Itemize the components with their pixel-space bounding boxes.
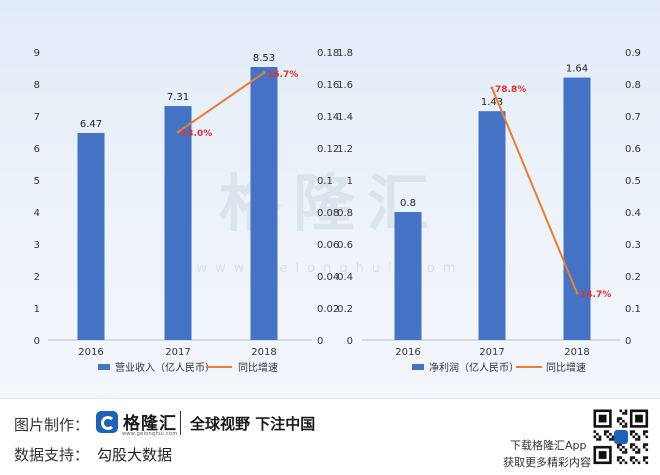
y2-tick-label: 0.04 (317, 272, 339, 283)
bar-value-label: 1.43 (481, 97, 503, 108)
y-tick-label: 0.8 (337, 208, 353, 219)
bar-value-label: 1.64 (566, 64, 588, 75)
y2-tick-label: 0.8 (625, 80, 641, 91)
bar (563, 77, 591, 340)
chart-panel-2: 0 0.2 0.4 0.6 0.8 1 1.2 1.4 1.6 1.8 0 0.1 0.2 0.3 0.4 0… (337, 48, 641, 374)
x-tick-label: 2017 (479, 347, 504, 358)
y-tick-label: 0 (34, 336, 40, 347)
charts-canvas: 格隆汇www.gelonghui.com012345678900.020.040… (34, 48, 641, 374)
chart-panel-1: 0 1 2 3 4 5 6 7 8 9 0 0.02 0.04 0.06 0.08 0.1 0.12 0.14 0.… (34, 48, 340, 374)
footer: 图片制作： 格隆汇 www.gelonghui.com 全球视野 下注中国 数据… (0, 398, 660, 475)
y-tick-label: 5 (34, 176, 40, 187)
y2-tick-label: 0.3 (625, 240, 641, 251)
growth-value-label: 14.7% (580, 290, 611, 300)
y-tick-label: 0.6 (337, 240, 353, 251)
credit-label: 图片制作： (14, 416, 90, 434)
x-tick-label: 2016 (395, 347, 420, 358)
growth-point (575, 291, 579, 295)
y2-tick-label: 0.1 (625, 304, 641, 315)
x-tick-label: 2016 (78, 347, 103, 358)
growth-point (490, 86, 494, 90)
y-tick-label: 2 (34, 272, 40, 283)
gelonghui-logo-icon (96, 411, 118, 433)
bar-value-label: 0.8 (400, 198, 416, 209)
y-tick-label: 1.4 (337, 112, 353, 123)
x-tick-label: 2018 (251, 347, 276, 358)
app-download-text: 下载格隆汇App (510, 439, 587, 452)
bar-value-label: 8.53 (253, 53, 275, 64)
chart-background (0, 0, 660, 398)
y2-tick-label: 0 (317, 336, 323, 347)
legend-label: 营业收入（亿人民币） (115, 361, 215, 374)
y2-tick-label: 0.12 (317, 144, 339, 155)
y2-tick-label: 0 (625, 336, 631, 347)
bar (478, 111, 506, 340)
x-tick-label: 2018 (564, 347, 589, 358)
y2-tick-label: 0.16 (317, 80, 339, 91)
growth-value-label: 13.0% (181, 129, 212, 139)
y2-tick-label: 0.02 (317, 304, 339, 315)
y-tick-label: 3 (34, 240, 40, 251)
y2-tick-label: 0.08 (317, 208, 339, 219)
y2-tick-label: 0.2 (625, 272, 641, 283)
y-tick-label: 0.2 (337, 304, 353, 315)
growth-value-label: 16.7% (267, 70, 298, 80)
y-tick-label: 1.6 (337, 80, 353, 91)
y-tick-label: 6 (34, 144, 40, 155)
source-value: 勾股大数据 (97, 446, 173, 464)
y-tick-label: 9 (34, 48, 40, 59)
y-tick-label: 1 (347, 176, 353, 187)
legend-label: 同比增速 (546, 361, 586, 374)
bar (250, 67, 278, 340)
source-label: 数据支持： (14, 446, 90, 464)
growth-point (176, 130, 180, 134)
logo-text: 格隆汇 (123, 414, 177, 434)
y2-tick-label: 0.5 (625, 176, 641, 187)
y-tick-label: 8 (34, 80, 40, 91)
y-tick-label: 4 (34, 208, 40, 219)
legend-swatch (98, 364, 110, 370)
bar (394, 212, 422, 340)
app-promo-text: 获取更多精彩内容 (503, 456, 591, 469)
bar-value-label: 6.47 (80, 119, 102, 130)
y-tick-label: 1.2 (337, 144, 353, 155)
y2-tick-label: 0.9 (625, 48, 641, 59)
slogan: 全球视野 下注中国 (190, 415, 316, 433)
bar (77, 132, 105, 340)
y2-tick-label: 0.4 (625, 208, 641, 219)
y-tick-label: 1.8 (337, 48, 353, 59)
logo-url: www.gelonghui.com (122, 431, 178, 437)
y2-tick-label: 0.14 (317, 112, 339, 123)
growth-value-label: 78.8% (495, 85, 526, 95)
growth-point (262, 71, 266, 75)
x-tick-label: 2017 (165, 347, 190, 358)
y2-tick-label: 0.06 (317, 240, 339, 251)
growth-line (177, 71, 265, 133)
y-tick-label: 7 (34, 112, 40, 123)
y2-tick-label: 0.18 (317, 48, 339, 59)
y-tick-label: 1 (34, 304, 40, 315)
bar-value-label: 7.31 (167, 92, 189, 103)
bar (164, 106, 192, 340)
growth-line (491, 87, 578, 294)
y2-tick-label: 0.6 (625, 144, 641, 155)
legend-swatch (412, 364, 424, 370)
logo-divider (180, 411, 181, 435)
legend-label: 同比增速 (238, 361, 278, 374)
y-tick-label: 0.4 (337, 272, 353, 283)
y2-tick-label: 0.1 (317, 176, 333, 187)
legend-label: 净利润（亿人民币） (429, 361, 519, 374)
y2-tick-label: 0.7 (625, 112, 641, 123)
qr-code-icon (592, 408, 650, 466)
y-tick-label: 0 (347, 336, 353, 347)
